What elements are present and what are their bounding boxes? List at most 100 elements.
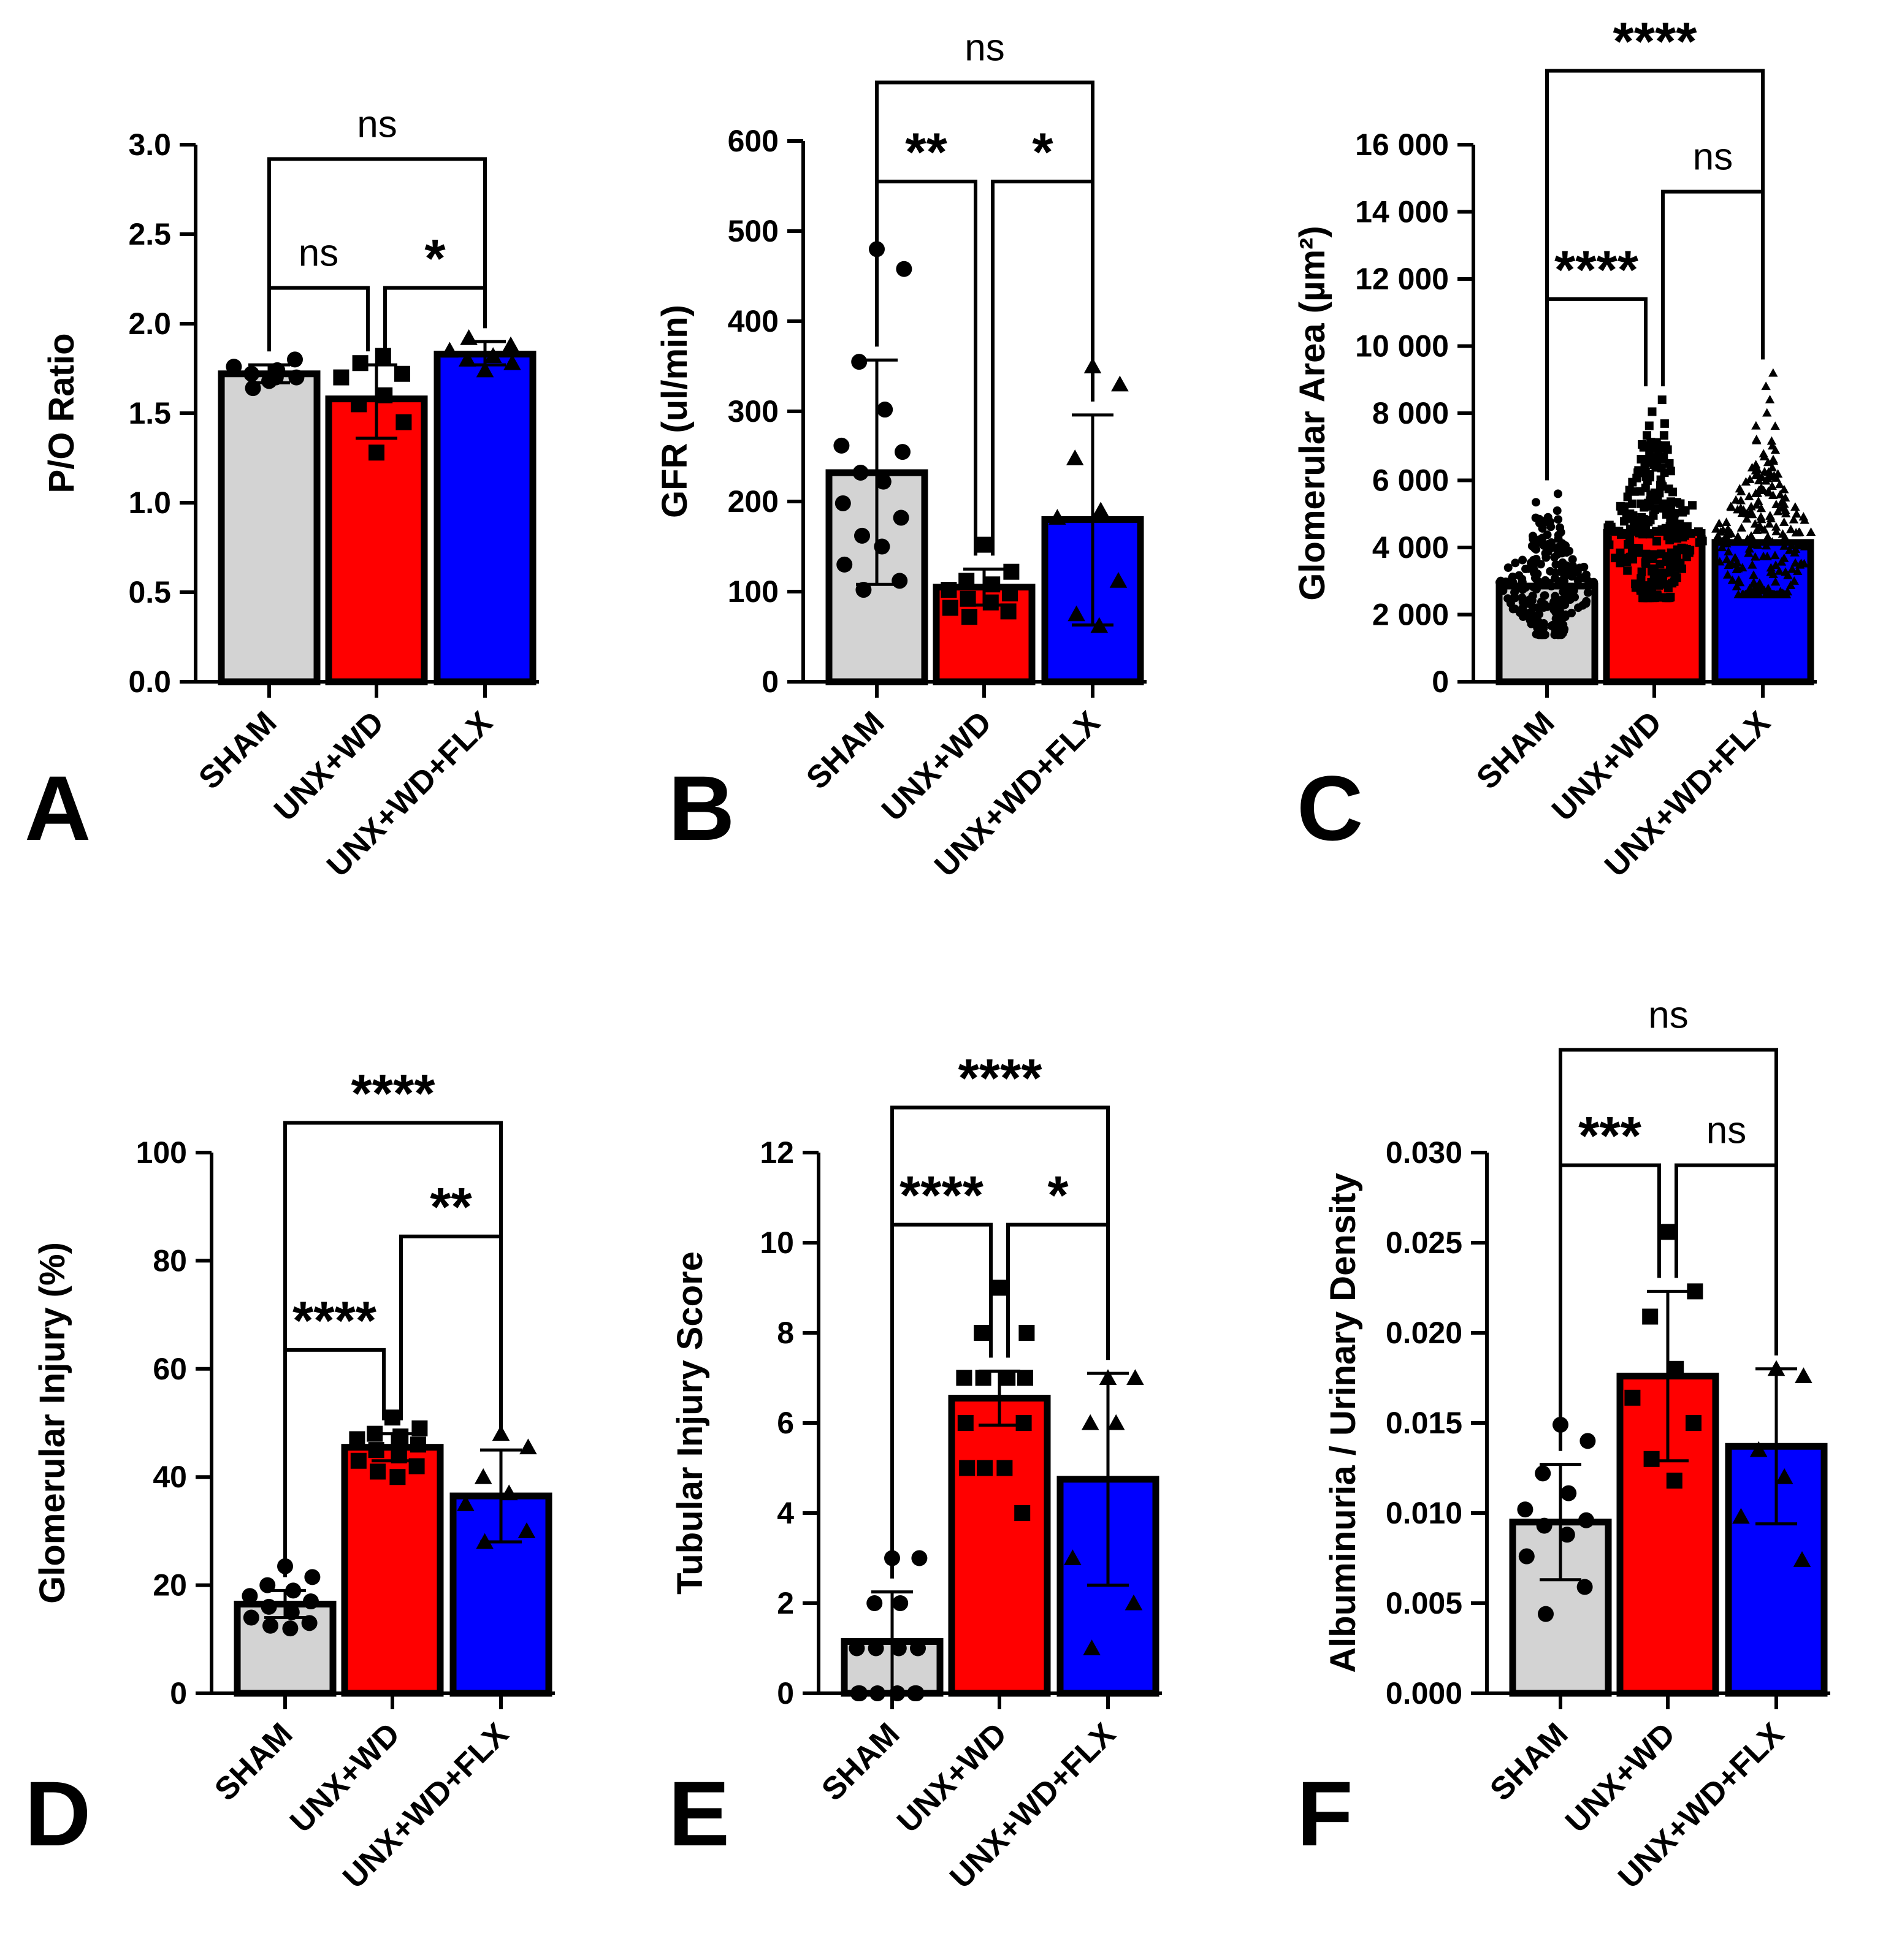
y-tick-label: 500	[728, 214, 779, 248]
data-point	[1767, 441, 1778, 450]
data-point	[1551, 592, 1560, 601]
data-point	[519, 1438, 537, 1455]
data-point	[1732, 557, 1742, 566]
data-point	[1666, 555, 1675, 564]
data-point	[868, 1640, 884, 1657]
data-point	[1665, 459, 1674, 468]
significance-bracket	[991, 180, 1094, 556]
data-point	[851, 354, 868, 370]
data-point	[1799, 559, 1809, 568]
data-point	[1736, 487, 1746, 495]
data-point	[1497, 585, 1506, 594]
data-point	[957, 1415, 974, 1431]
y-tick-label: 0.030	[1386, 1135, 1462, 1170]
data-point	[1632, 473, 1641, 482]
data-point	[1616, 548, 1625, 557]
data-point	[1724, 560, 1733, 569]
data-point	[1771, 473, 1781, 482]
data-point	[303, 1593, 319, 1610]
data-point	[1111, 375, 1129, 392]
data-point	[1543, 530, 1552, 540]
data-point	[1733, 575, 1744, 584]
data-point	[1688, 501, 1697, 510]
data-point	[1763, 486, 1773, 495]
data-point	[1573, 603, 1583, 612]
data-point	[410, 1436, 426, 1453]
data-point	[1663, 445, 1672, 454]
y-tick-label: 60	[153, 1352, 187, 1386]
y-tick-label: 0	[170, 1676, 187, 1710]
data-point	[1554, 515, 1563, 524]
data-point	[1770, 445, 1781, 454]
data-point	[1783, 570, 1793, 579]
data-point	[1091, 501, 1110, 518]
data-point	[1644, 421, 1654, 430]
data-point	[1625, 509, 1635, 519]
data-point	[1067, 605, 1085, 622]
data-point	[1767, 481, 1777, 490]
data-point	[1676, 499, 1685, 508]
data-point	[1556, 528, 1565, 537]
significance-label: ns	[299, 232, 338, 275]
data-point	[1557, 549, 1567, 558]
data-point	[1675, 519, 1684, 528]
data-point	[1652, 536, 1661, 546]
data-point	[1560, 1485, 1577, 1501]
y-axis-title: Albuminuria / Urinary Density	[1323, 1173, 1363, 1672]
data-point	[877, 402, 893, 418]
chart-panel-d: 020406080100SHAMUNX+WDUNX+WD+FLXGlomerul…	[25, 1062, 555, 1896]
data-point	[502, 336, 520, 353]
data-point	[1649, 493, 1658, 502]
bar-unx-wd	[948, 1395, 1051, 1697]
data-point	[1763, 457, 1773, 467]
data-point	[1582, 597, 1591, 606]
data-point	[1713, 531, 1723, 540]
data-point	[1568, 555, 1577, 564]
data-point	[395, 414, 412, 430]
data-point	[1627, 552, 1637, 561]
y-tick-label: 200	[728, 484, 779, 519]
data-point	[1759, 451, 1770, 460]
data-point	[1583, 588, 1592, 597]
data-point	[1659, 431, 1668, 440]
data-point	[1746, 501, 1756, 511]
y-tick-label: 0.5	[128, 575, 171, 609]
data-point	[1530, 544, 1540, 553]
panel-letter: A	[25, 757, 91, 860]
significance-label: ****	[292, 1290, 377, 1351]
data-point	[1795, 1367, 1812, 1383]
data-point	[369, 444, 384, 461]
data-point	[1109, 572, 1128, 588]
y-axis-title: P/O Ratio	[42, 333, 82, 493]
data-point	[1790, 558, 1800, 567]
data-point	[1750, 519, 1760, 528]
data-point	[1749, 1441, 1768, 1457]
data-point	[1623, 566, 1632, 575]
significance-bracket	[267, 286, 370, 352]
data-point	[1727, 575, 1738, 584]
data-point	[1642, 1308, 1659, 1325]
data-point	[1589, 578, 1598, 587]
data-point	[375, 348, 391, 364]
data-point	[1751, 421, 1761, 430]
data-point	[941, 582, 957, 598]
data-point	[1790, 502, 1800, 511]
data-point	[1638, 593, 1648, 603]
data-point	[1787, 564, 1797, 573]
data-point	[1648, 407, 1657, 416]
data-point	[1558, 540, 1567, 549]
data-point	[1616, 559, 1625, 568]
data-point	[1775, 1468, 1793, 1484]
data-point	[1747, 560, 1757, 569]
data-point	[1800, 541, 1810, 551]
data-point	[243, 365, 260, 382]
data-point	[1749, 579, 1759, 588]
data-point	[1657, 482, 1666, 491]
data-point	[1721, 517, 1732, 527]
y-tick-label: 20	[153, 1568, 187, 1603]
y-tick-label: 6 000	[1372, 463, 1449, 498]
data-point	[1722, 554, 1732, 563]
data-point	[1759, 525, 1770, 534]
y-axis-title: Glomerular Injury (%)	[32, 1242, 72, 1604]
